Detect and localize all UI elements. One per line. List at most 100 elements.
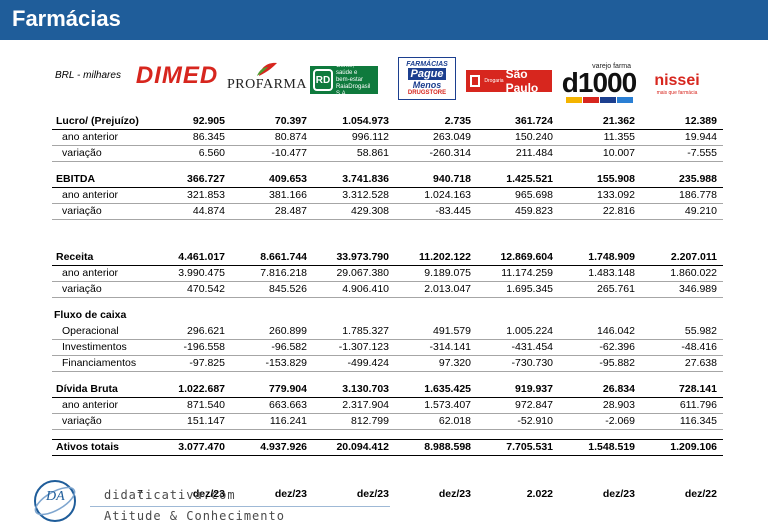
row-label: Receita — [52, 249, 149, 266]
row-label: Operacional — [52, 323, 149, 340]
dsp-big: São Paulo — [505, 67, 539, 95]
value-cell: 381.166 — [231, 187, 313, 204]
value-cell: 409.653 — [231, 171, 313, 188]
value-cell: -499.424 — [313, 355, 395, 372]
value-cell: 3.990.475 — [149, 265, 231, 282]
value-cell: 611.796 — [641, 397, 723, 414]
leaf-icon — [257, 62, 277, 76]
value-cell: -10.477 — [231, 145, 313, 162]
period-cell: dez/23 — [602, 488, 635, 500]
value-cell: 19.944 — [641, 129, 723, 146]
spacer-cell — [52, 455, 723, 485]
table-row: variação 6.560 -10.477 58.861 -260.314 211.48… — [52, 145, 723, 162]
spacer-cell — [52, 297, 723, 307]
rd-tagline-3: bem-estar — [335, 76, 363, 83]
value-cell: 459.823 — [477, 203, 559, 220]
row-label: Financiamentos — [52, 355, 149, 372]
pm-line4: DRUGSTORE — [407, 90, 447, 96]
rd-tagline-4: RaiaDrogasil S.A. — [335, 83, 371, 97]
value-cell: -62.396 — [559, 339, 641, 356]
rd-logo: RD Gente, saúde e bem-estar RaiaDrogasil… — [310, 63, 378, 97]
value-cell: 429.308 — [313, 203, 395, 220]
row-label: Investimentos — [52, 339, 149, 356]
value-cell: 296.621 — [149, 323, 231, 340]
value-cell: 366.727 — [149, 171, 231, 188]
footer-divider — [90, 506, 390, 507]
value-cell: 9.189.075 — [395, 265, 477, 282]
value-cell: -431.454 — [477, 339, 559, 356]
value-cell: 6.560 — [149, 145, 231, 162]
drogaria-sao-paulo-logo: Drogaria São Paulo — [466, 67, 552, 95]
value-cell: 3.130.703 — [313, 381, 395, 398]
d1000-brand-strip — [565, 97, 633, 103]
value-cell: 1.022.687 — [149, 381, 231, 398]
value-cell: 116.241 — [231, 413, 313, 430]
spacer-cell — [52, 219, 723, 249]
period-cell: 2.022 — [526, 488, 553, 500]
spacer-row — [52, 429, 723, 439]
table-row: Financiamentos -97.825 -153.829 -499.424 97.… — [52, 355, 723, 372]
row-label: ano anterior — [52, 129, 149, 146]
value-cell: -2.069 — [559, 413, 641, 430]
row-label: Ativos totais — [52, 438, 149, 456]
value-cell: 21.362 — [559, 113, 641, 130]
value-cell: 972.847 — [477, 397, 559, 414]
period-cell: dez/23 — [192, 488, 225, 500]
value-cell: 2.317.904 — [313, 397, 395, 414]
page-title: Farmácias — [12, 6, 121, 31]
value-cell: -730.730 — [477, 355, 559, 372]
value-cell: 1.209.106 — [641, 438, 723, 456]
d1000-small: varejo farma — [592, 63, 631, 70]
spacer-row — [52, 297, 723, 307]
value-cell: 211.484 — [477, 145, 559, 162]
value-cell: 1.785.327 — [313, 323, 395, 340]
table-row: EBITDA 366.727 409.653 3.741.836 940.718 1.42… — [52, 171, 723, 188]
value-cell: 812.799 — [313, 413, 395, 430]
value-cell: 2.207.011 — [641, 249, 723, 266]
value-cell: 28.903 — [559, 397, 641, 414]
value-cell: 871.540 — [149, 397, 231, 414]
d1000-num: d1000 — [561, 67, 637, 98]
value-cell: -83.445 — [395, 203, 477, 220]
value-cell: 27.638 — [641, 355, 723, 372]
value-cell — [395, 307, 477, 323]
value-cell — [231, 307, 313, 323]
value-cell: 86.345 — [149, 129, 231, 146]
value-cell: 470.542 — [149, 281, 231, 298]
value-cell: -96.582 — [231, 339, 313, 356]
value-cell: -95.882 — [559, 355, 641, 372]
value-cell — [149, 307, 231, 323]
value-cell: 1.635.425 — [395, 381, 477, 398]
value-cell: 4.937.926 — [231, 438, 313, 456]
value-cell: 11.202.122 — [395, 249, 477, 266]
value-cell: 116.345 — [641, 413, 723, 430]
row-label: EBITDA — [52, 171, 149, 188]
value-cell: 1.024.163 — [395, 187, 477, 204]
profarma-logo: PROFARMA — [227, 58, 307, 96]
dsp-small: Drogaria — [484, 78, 504, 84]
value-cell: 11.174.259 — [477, 265, 559, 282]
value-cell: 151.147 — [149, 413, 231, 430]
table-row: Ativos totais 3.077.470 4.937.926 20.094.41… — [52, 438, 723, 456]
value-cell: 186.778 — [641, 187, 723, 204]
value-cell: 92.905 — [149, 113, 231, 130]
value-cell: 28.487 — [231, 203, 313, 220]
value-cell: 361.724 — [477, 113, 559, 130]
value-cell: 20.094.412 — [313, 438, 395, 456]
spacer-row — [52, 161, 723, 171]
value-cell: 150.240 — [477, 129, 559, 146]
value-cell: 1.054.973 — [313, 113, 395, 130]
row-label: variação — [52, 145, 149, 162]
value-cell: 44.874 — [149, 203, 231, 220]
value-cell: 155.908 — [559, 171, 641, 188]
pague-menos-logo: FARMÁCIAS Pague Menos DRUGSTORE — [398, 57, 456, 100]
value-cell: 80.874 — [231, 129, 313, 146]
currency-label: BRL - milhares — [55, 70, 121, 81]
spacer-cell — [52, 161, 723, 171]
value-cell: -48.416 — [641, 339, 723, 356]
value-cell — [313, 307, 395, 323]
value-cell: -196.558 — [149, 339, 231, 356]
financial-table-body: Lucro/ (Prejuízo) 92.905 70.397 1.054.973 2.… — [52, 113, 723, 503]
value-cell — [559, 307, 641, 323]
row-label: ano anterior — [52, 265, 149, 282]
